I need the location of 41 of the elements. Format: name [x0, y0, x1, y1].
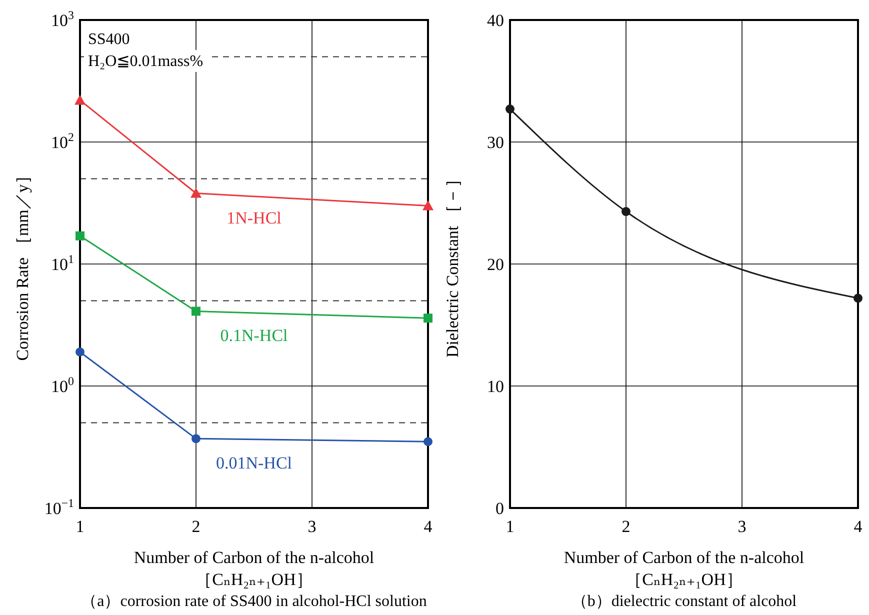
y-axis-title: Corrosion Rate ［mm／y］	[13, 167, 32, 361]
x-tick-label: 4	[424, 517, 433, 536]
y-tick-label: 40	[487, 11, 504, 30]
y-tick-label: 10$^{1}$	[51, 252, 74, 274]
x-tick-label: 1	[506, 517, 514, 536]
y-axis-title: Dielectric Constant ［－］	[443, 170, 462, 358]
x-axis-title: Number of Carbon of the n-alcohol ［CₙH₂ₙ₊₁OH］	[564, 548, 804, 589]
x-tick-label: 2	[192, 517, 200, 536]
y-tick-label: 10$^{0}$	[51, 374, 74, 396]
y-tick-label: 0	[496, 499, 504, 518]
point	[854, 294, 862, 303]
point	[74, 94, 86, 105]
x-axis-title: Number of Carbon of the n-alcohol ［CₙH₂ₙ₊₁OH］	[134, 548, 374, 589]
x-tick-label: 1	[76, 517, 84, 536]
text: （b）dielectric constant of alcohol	[571, 593, 798, 610]
series-label: 0.1N-HCl	[220, 326, 288, 346]
series-label: 1N-HCl	[226, 208, 282, 228]
y-tick-label: 10	[487, 377, 504, 396]
point	[422, 200, 434, 210]
point	[424, 437, 432, 446]
point	[76, 347, 84, 356]
point	[622, 207, 630, 216]
text: （a）corrosion rate of SS400 in alcohol-HCl solution	[81, 593, 427, 610]
point	[76, 231, 84, 240]
point	[506, 104, 514, 114]
point	[190, 188, 202, 198]
x-tick-label: 3	[308, 517, 316, 536]
x-tick-label: 3	[738, 517, 746, 536]
y-tick-label: 10$^{3}$	[51, 8, 74, 30]
y-tick-label: 30	[487, 133, 504, 152]
point	[192, 306, 200, 316]
x-tick-label: 4	[854, 517, 863, 536]
y-tick-label: 20	[487, 255, 504, 274]
y-tick-label: 10$^{2}$	[51, 130, 74, 152]
annotation: H₂O≦0.01mass%	[88, 53, 204, 70]
series-label: 0.01N-HCl	[216, 454, 292, 473]
point	[424, 314, 432, 323]
x-tick-label: 2	[622, 517, 630, 536]
point	[192, 434, 200, 444]
y-tick-label: 10$^{−1}$	[44, 496, 74, 518]
annotation: SS400	[88, 31, 130, 48]
